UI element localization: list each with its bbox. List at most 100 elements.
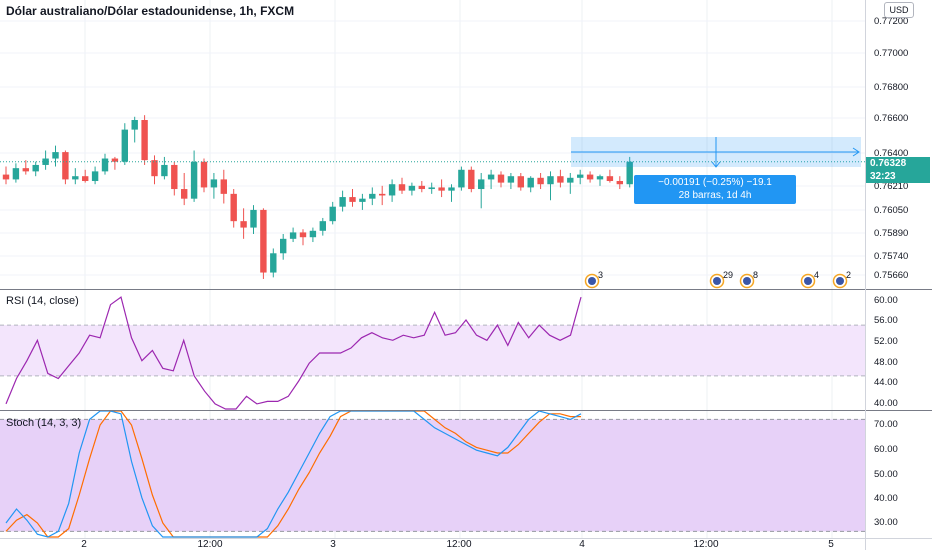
time-tick-label: 2 bbox=[81, 539, 87, 550]
candle-body bbox=[289, 232, 297, 239]
candle-body bbox=[121, 129, 128, 162]
stoch-d-line bbox=[5, 410, 581, 538]
price-tick-label: 0.76800 bbox=[874, 82, 908, 93]
measure-bars: 28 barras, 1d 4h bbox=[678, 190, 752, 201]
event-count: 29 bbox=[723, 270, 733, 280]
candle-body bbox=[200, 161, 208, 188]
rsi-tick-label: 44.00 bbox=[874, 377, 898, 388]
time-tick-label: 3 bbox=[330, 539, 336, 550]
time-tick-label: 12:00 bbox=[197, 539, 222, 550]
candle-body bbox=[250, 209, 257, 228]
candle-body bbox=[369, 193, 376, 199]
candle-body bbox=[507, 176, 515, 183]
candle-body bbox=[497, 174, 505, 183]
event-flag-icon-inner bbox=[804, 277, 812, 285]
event-flag-icon-inner bbox=[713, 277, 721, 285]
candle-body bbox=[181, 189, 188, 199]
stoch-pane[interactable] bbox=[0, 410, 865, 538]
candle-body bbox=[91, 171, 99, 182]
candle-body bbox=[52, 152, 59, 159]
rsi-tick-label: 56.00 bbox=[874, 315, 898, 326]
candle-body bbox=[280, 238, 287, 254]
price-tick-label: 0.76050 bbox=[874, 205, 908, 216]
price-tick-label: 0.76400 bbox=[874, 148, 908, 159]
currency-badge[interactable]: USD bbox=[884, 2, 914, 18]
candle-body bbox=[517, 176, 524, 188]
price-pane[interactable] bbox=[0, 115, 865, 279]
countdown-tag: 32:23 bbox=[866, 170, 930, 183]
candle-body bbox=[240, 221, 247, 228]
time-tick-label: 5 bbox=[828, 539, 834, 550]
stoch-band bbox=[0, 419, 865, 532]
candle-body bbox=[339, 197, 346, 207]
candle-body bbox=[101, 158, 109, 172]
candle-body bbox=[12, 168, 20, 180]
price-tick-label: 0.76600 bbox=[874, 113, 908, 124]
event-count: 8 bbox=[753, 270, 758, 280]
stoch-tick-label: 40.00 bbox=[874, 493, 898, 504]
candle-body bbox=[606, 176, 614, 182]
candle-body bbox=[82, 176, 89, 182]
candle-body bbox=[418, 185, 425, 190]
candle-body bbox=[319, 221, 326, 231]
candle-body bbox=[190, 161, 198, 199]
candle-body bbox=[72, 176, 79, 180]
price-tick-label: 0.77000 bbox=[874, 48, 908, 59]
event-flag-icon-inner bbox=[743, 277, 751, 285]
measure-arrow-down bbox=[711, 161, 721, 168]
candle-body bbox=[22, 168, 29, 172]
event-count: 3 bbox=[598, 270, 603, 280]
event-count: 2 bbox=[846, 270, 851, 280]
event-flag-icon-inner bbox=[836, 277, 844, 285]
candle-body bbox=[2, 174, 10, 180]
time-tick-label: 12:00 bbox=[693, 539, 718, 550]
rsi-tick-label: 60.00 bbox=[874, 295, 898, 306]
candle-body bbox=[309, 230, 317, 238]
candle-body bbox=[458, 169, 465, 188]
candle-body bbox=[131, 119, 138, 130]
rsi-tick-label: 40.00 bbox=[874, 398, 898, 409]
candle-body bbox=[527, 177, 534, 188]
candle-body bbox=[62, 152, 69, 180]
candle-body bbox=[626, 161, 633, 185]
rsi-pane[interactable] bbox=[0, 296, 865, 410]
current-price-tag: 0.76328 bbox=[866, 157, 930, 170]
time-tick-label: 12:00 bbox=[446, 539, 471, 550]
candle-body bbox=[408, 185, 416, 191]
candle-body bbox=[547, 176, 554, 185]
time-tick-label: 4 bbox=[579, 539, 585, 550]
measure-overlay[interactable]: 3 29 8 4 2 bbox=[571, 137, 861, 289]
candle-body bbox=[32, 164, 39, 172]
rsi-band bbox=[0, 325, 865, 376]
candle-body bbox=[299, 232, 307, 238]
rsi-label[interactable]: RSI (14, close) bbox=[6, 295, 79, 307]
candle-body bbox=[111, 158, 119, 162]
candle-body bbox=[487, 174, 495, 180]
candle-body bbox=[171, 164, 178, 190]
candle-body bbox=[260, 209, 267, 273]
stoch-tick-label: 30.00 bbox=[874, 517, 898, 528]
candle-body bbox=[161, 164, 168, 177]
candle-body bbox=[141, 119, 148, 161]
measure-arrow-right bbox=[852, 147, 860, 157]
candle-body bbox=[557, 176, 564, 183]
stoch-label[interactable]: Stoch (14, 3, 3) bbox=[6, 417, 82, 429]
rsi-line bbox=[5, 296, 582, 410]
rsi-tick-label: 52.00 bbox=[874, 336, 898, 347]
candle-body bbox=[478, 179, 485, 190]
event-count: 4 bbox=[814, 270, 819, 280]
candle-body bbox=[428, 187, 435, 190]
price-tick-label: 0.76210 bbox=[874, 181, 908, 192]
candle-body bbox=[586, 174, 594, 180]
candle-body bbox=[596, 176, 604, 180]
chart-title: Dólar australiano/Dólar estadounidense, … bbox=[6, 4, 295, 18]
price-tick-label: 0.77200 bbox=[874, 16, 908, 27]
measure-change: −0.00191 (−0.25%) −19.1 bbox=[658, 177, 772, 188]
candle-body bbox=[388, 184, 396, 196]
candle-body bbox=[270, 253, 277, 273]
stoch-tick-label: 60.00 bbox=[874, 444, 898, 455]
candle-body bbox=[230, 193, 237, 222]
candle-body bbox=[220, 179, 227, 194]
